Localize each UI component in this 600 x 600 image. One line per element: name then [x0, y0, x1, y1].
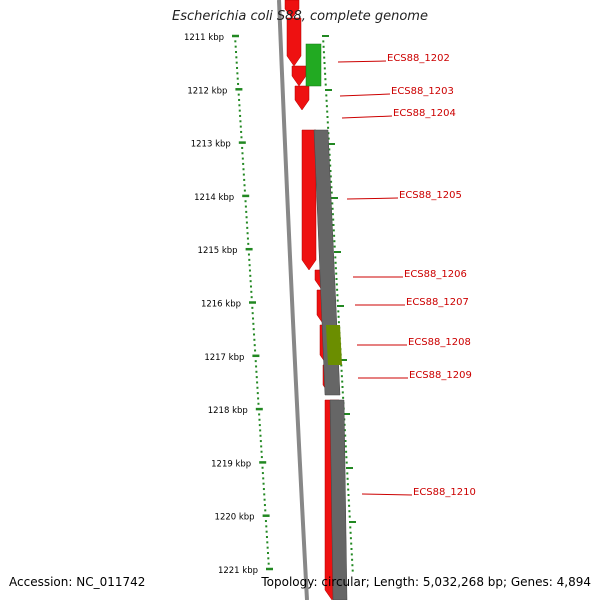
reverse-strand-track — [305, 43, 348, 600]
gene-label: ECS88_1207 — [406, 297, 469, 308]
gene-label: ECS88_1202 — [387, 53, 450, 64]
genome-title: Escherichia coli S88, complete genome — [172, 9, 428, 24]
cds-arrow-forward — [284, 0, 300, 19]
scale-tick-label: 1214 kbp — [194, 193, 234, 203]
scale-tick-label: 1215 kbp — [198, 246, 238, 256]
gene-label-leader — [341, 115, 393, 119]
cds-arrow-forward — [286, 17, 302, 67]
gene-label-leader — [346, 197, 399, 200]
cds-block-overlap — [326, 325, 342, 365]
gene-label: ECS88_1208 — [408, 337, 471, 348]
cds-arrow-forward — [301, 129, 317, 271]
summary-text: Topology: circular; Length: 5,032,268 bp… — [261, 575, 591, 589]
scale-tick-label: 1213 kbp — [191, 140, 231, 150]
scale-tick-label: 1211 kbp — [184, 33, 224, 43]
scale-tick-label: 1218 kbp — [208, 406, 248, 416]
gene-label: ECS88_1204 — [393, 108, 456, 119]
scale-tick-label: 1217 kbp — [204, 353, 244, 363]
cds-block-reverse — [305, 43, 322, 87]
cds-block-reverse — [329, 399, 348, 600]
gene-label-leader — [361, 493, 413, 496]
scale-tick-label: 1216 kbp — [201, 300, 241, 310]
cds-arrow-forward — [294, 85, 310, 111]
gene-label: ECS88_1203 — [391, 86, 454, 97]
gene-labels: ECS88_1202 ECS88_1203 ECS88_1204 ECS88_1205… — [337, 53, 476, 498]
scale-tick-label: 1221 kbp — [218, 566, 258, 576]
accession-text: Accession: NC_011742 — [9, 575, 146, 589]
gene-label: ECS88_1210 — [413, 487, 476, 498]
gene-label-leader — [339, 93, 391, 97]
gene-label: ECS88_1209 — [409, 370, 472, 381]
scale-tick-label: 1219 kbp — [211, 459, 251, 469]
scale-tick-label: 1212 kbp — [187, 86, 227, 96]
gene-label-leader — [337, 60, 387, 63]
cds-arrow-forward — [291, 65, 307, 87]
scale-tick-label: 1220 kbp — [215, 513, 255, 523]
gene-label: ECS88_1205 — [399, 190, 462, 201]
backbone-line — [277, 0, 309, 600]
gene-label: ECS88_1206 — [404, 269, 467, 280]
